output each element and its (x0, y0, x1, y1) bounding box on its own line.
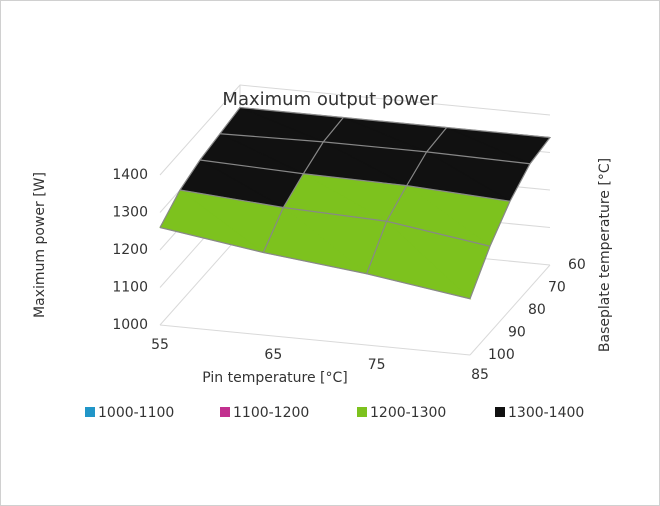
x-tick-label: 65 (264, 347, 282, 363)
z-tick-label: 1200 (112, 242, 148, 258)
z-axis-title: Maximum power [W] (32, 172, 48, 318)
surface-edge (469, 137, 551, 299)
y-tick-label: 100 (488, 347, 515, 363)
z-tick-label: 1100 (112, 280, 148, 296)
legend-swatch (495, 407, 505, 417)
x-tick-label: 85 (471, 367, 489, 383)
surface-edge (219, 133, 531, 165)
legend-label: 1300-1400 (508, 405, 584, 421)
z-tick-label: 1400 (112, 167, 148, 183)
surface-edge (262, 117, 344, 253)
z-tick-label: 1300 (112, 205, 148, 221)
chart-title: Maximum output power (222, 89, 438, 110)
surface-edge (159, 226, 471, 300)
y-tick-label: 80 (528, 302, 546, 318)
z-tick-label: 1000 (112, 317, 148, 333)
surface-edge (366, 127, 448, 274)
y-tick-label: 90 (508, 325, 526, 341)
surface-edge (159, 107, 241, 228)
surface-edge (179, 189, 491, 247)
y-tick-label: 70 (548, 280, 566, 296)
legend-label: 1000-1100 (98, 405, 174, 421)
y-tick-label: 60 (568, 257, 586, 273)
x-axis-title: Pin temperature [°C] (202, 370, 348, 386)
x-tick-label: 75 (368, 357, 386, 373)
floor-edge (159, 324, 471, 356)
floor-edge (469, 264, 551, 356)
legend-swatch (85, 407, 95, 417)
legend-swatch (220, 407, 230, 417)
x-tick-label: 55 (151, 337, 169, 353)
legend-label: 1100-1200 (233, 405, 309, 421)
y-axis-title: Baseplate temperature [°C] (597, 158, 613, 352)
surface-edge (199, 159, 511, 202)
legend-swatch (357, 407, 367, 417)
legend-label: 1200-1300 (370, 405, 446, 421)
surface-edge (239, 106, 551, 139)
